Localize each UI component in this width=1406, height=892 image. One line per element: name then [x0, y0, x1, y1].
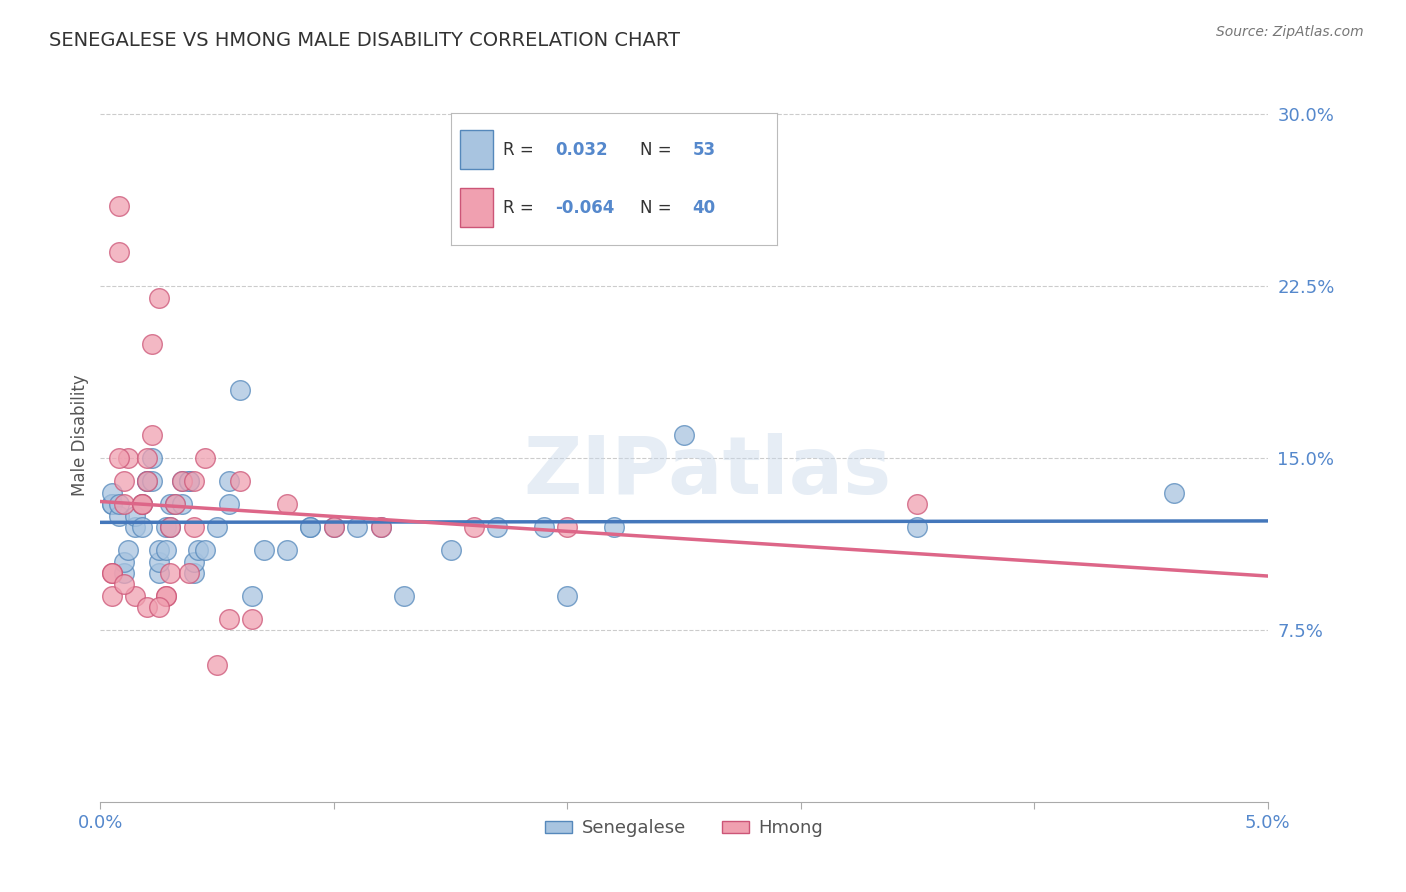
- Point: [603, 520, 626, 534]
- Point: [1163, 485, 1185, 500]
- Text: SENEGALESE VS HMONG MALE DISABILITY CORRELATION CHART: SENEGALESE VS HMONG MALE DISABILITY CORR…: [49, 31, 681, 50]
- Point: [136, 475, 159, 489]
- Point: [170, 475, 193, 489]
- Point: [170, 475, 193, 489]
- Point: [131, 497, 153, 511]
- Point: [101, 566, 124, 580]
- Point: [148, 566, 170, 580]
- Point: [124, 520, 146, 534]
- Point: [165, 497, 187, 511]
- Legend: Senegalese, Hmong: Senegalese, Hmong: [538, 812, 830, 845]
- Text: Source: ZipAtlas.com: Source: ZipAtlas.com: [1216, 25, 1364, 39]
- Point: [322, 520, 344, 534]
- Point: [148, 600, 170, 615]
- Point: [907, 520, 929, 534]
- Point: [131, 520, 153, 534]
- Point: [136, 475, 159, 489]
- Point: [155, 589, 177, 603]
- Point: [112, 566, 135, 580]
- Point: [205, 657, 228, 672]
- Point: [117, 451, 139, 466]
- Point: [165, 497, 187, 511]
- Y-axis label: Male Disability: Male Disability: [72, 375, 89, 496]
- Point: [205, 520, 228, 534]
- Point: [322, 520, 344, 534]
- Point: [486, 520, 509, 534]
- Point: [112, 554, 135, 568]
- Point: [148, 291, 170, 305]
- Point: [177, 475, 200, 489]
- Point: [141, 336, 163, 351]
- Point: [141, 428, 163, 442]
- Point: [108, 199, 131, 213]
- Point: [183, 566, 205, 580]
- Point: [108, 508, 131, 523]
- Point: [276, 497, 298, 511]
- Point: [299, 520, 322, 534]
- Point: [183, 520, 205, 534]
- Point: [370, 520, 392, 534]
- Point: [155, 520, 177, 534]
- Point: [155, 543, 177, 558]
- Point: [299, 520, 322, 534]
- Point: [159, 497, 181, 511]
- Point: [136, 475, 159, 489]
- Point: [183, 554, 205, 568]
- Point: [108, 244, 131, 259]
- Point: [672, 428, 695, 442]
- Point: [229, 383, 252, 397]
- Point: [136, 600, 159, 615]
- Point: [159, 566, 181, 580]
- Point: [117, 543, 139, 558]
- Point: [155, 589, 177, 603]
- Point: [108, 451, 131, 466]
- Point: [131, 497, 153, 511]
- Point: [194, 543, 217, 558]
- Point: [177, 566, 200, 580]
- Point: [229, 475, 252, 489]
- Point: [131, 497, 153, 511]
- Point: [370, 520, 392, 534]
- Point: [112, 497, 135, 511]
- Point: [124, 589, 146, 603]
- Point: [101, 497, 124, 511]
- Point: [101, 589, 124, 603]
- Point: [112, 475, 135, 489]
- Point: [170, 497, 193, 511]
- Point: [141, 475, 163, 489]
- Point: [240, 612, 263, 626]
- Point: [187, 543, 209, 558]
- Point: [177, 475, 200, 489]
- Point: [463, 520, 485, 534]
- Point: [218, 475, 240, 489]
- Point: [159, 520, 181, 534]
- Point: [124, 508, 146, 523]
- Point: [101, 566, 124, 580]
- Point: [392, 589, 415, 603]
- Point: [253, 543, 276, 558]
- Point: [101, 485, 124, 500]
- Point: [101, 497, 124, 511]
- Point: [276, 543, 298, 558]
- Point: [108, 497, 131, 511]
- Text: ZIPatlas: ZIPatlas: [523, 434, 891, 511]
- Point: [148, 543, 170, 558]
- Point: [136, 451, 159, 466]
- Point: [218, 497, 240, 511]
- Point: [533, 520, 555, 534]
- Point: [555, 520, 578, 534]
- Point: [183, 475, 205, 489]
- Point: [907, 497, 929, 511]
- Point: [346, 520, 368, 534]
- Point: [439, 543, 461, 558]
- Point: [218, 612, 240, 626]
- Point: [240, 589, 263, 603]
- Point: [194, 451, 217, 466]
- Point: [141, 451, 163, 466]
- Point: [159, 520, 181, 534]
- Point: [112, 577, 135, 591]
- Point: [148, 554, 170, 568]
- Point: [555, 589, 578, 603]
